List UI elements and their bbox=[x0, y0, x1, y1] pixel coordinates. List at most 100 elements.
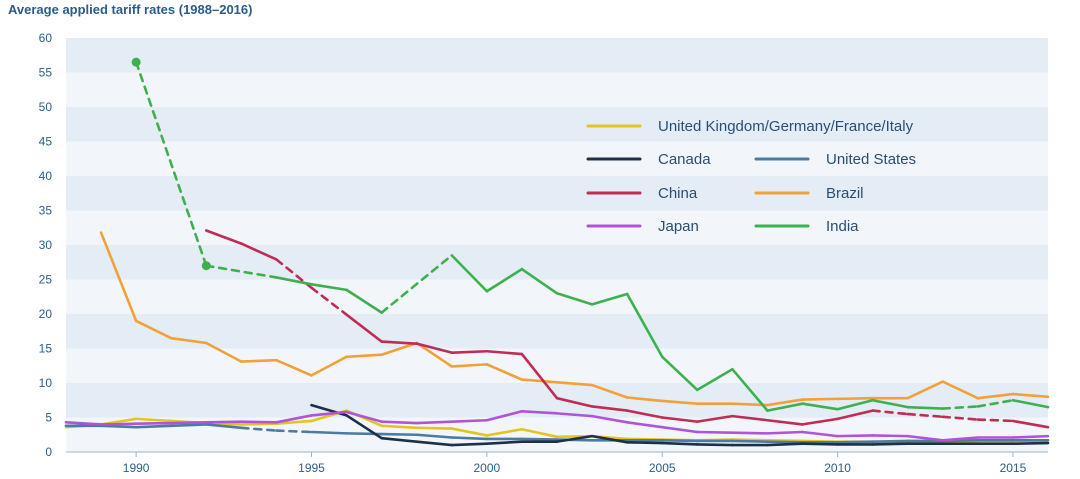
y-tick-label: 25 bbox=[39, 273, 53, 287]
series-brazil-segment bbox=[941, 380, 980, 400]
series-canada-segment bbox=[485, 440, 524, 446]
series-canada-segment bbox=[555, 434, 594, 443]
series-brazil-segment bbox=[310, 355, 348, 377]
grid-band bbox=[66, 107, 1048, 142]
series-united-states-segment bbox=[450, 436, 489, 441]
legend-label-india: India bbox=[826, 218, 859, 235]
series-china-segment bbox=[976, 418, 1015, 423]
series-japan-segment bbox=[871, 434, 910, 438]
series-india-segment bbox=[590, 292, 629, 306]
legend-label-united-states: United States bbox=[826, 151, 916, 168]
series-japan-segment bbox=[134, 421, 173, 426]
series-india-segment bbox=[555, 291, 594, 306]
series-united-states-segment bbox=[871, 439, 910, 443]
series-united-states-segment bbox=[99, 424, 138, 429]
series-brazil-segment bbox=[485, 363, 524, 381]
series-india-segment bbox=[485, 267, 524, 293]
series-china-segment bbox=[1011, 419, 1050, 429]
series-brazil-segment bbox=[906, 380, 945, 400]
series-brazil-segment bbox=[204, 341, 243, 363]
series-japan-segment bbox=[240, 420, 278, 424]
series-japan-segment bbox=[380, 420, 419, 425]
series-india-segment bbox=[871, 398, 910, 409]
series-india-segment bbox=[310, 283, 348, 292]
series-canada-segment bbox=[801, 442, 839, 446]
series-united-kingdom-germany-france-italy-segment bbox=[380, 424, 419, 430]
series-china-segment bbox=[345, 313, 383, 343]
series-china-segment bbox=[590, 405, 629, 412]
y-tick-label: 5 bbox=[45, 411, 52, 425]
series-brazil-segment bbox=[520, 378, 559, 384]
y-tick-label: 60 bbox=[39, 31, 53, 45]
series-china-segment bbox=[310, 286, 348, 316]
series-brazil-segment bbox=[380, 341, 419, 357]
series-china-segment bbox=[695, 414, 734, 423]
series-united-kingdom-germany-france-italy-segment bbox=[485, 427, 524, 437]
series-canada-segment bbox=[590, 434, 629, 444]
x-tick-label: 2000 bbox=[474, 461, 501, 475]
series-india-segment bbox=[836, 398, 874, 411]
series-japan-segment bbox=[1011, 434, 1050, 439]
series-japan-segment bbox=[625, 421, 664, 429]
series-united-kingdom-germany-france-italy-segment bbox=[275, 419, 313, 426]
series-united-kingdom-germany-france-italy-segment bbox=[731, 438, 769, 442]
series-brazil-segment bbox=[345, 353, 383, 359]
series-china-segment bbox=[766, 418, 804, 426]
series-canada-segment bbox=[695, 443, 734, 447]
y-tick-label: 45 bbox=[39, 135, 53, 149]
series-japan-segment bbox=[836, 434, 874, 438]
series-canada-segment bbox=[415, 440, 454, 447]
series-brazil-segment bbox=[450, 363, 489, 368]
series-canada-segment bbox=[1011, 441, 1050, 446]
series-china-segment bbox=[450, 349, 489, 354]
series-united-states-segment bbox=[731, 439, 769, 443]
series-india-segment bbox=[766, 402, 804, 412]
x-tick-label: 1995 bbox=[298, 461, 325, 475]
series-united-kingdom-germany-france-italy-segment bbox=[134, 417, 173, 423]
series-india-segment bbox=[204, 264, 278, 279]
series-united-states-segment bbox=[766, 440, 804, 444]
series-brazil-segment bbox=[801, 397, 839, 401]
series-japan-segment bbox=[275, 414, 313, 424]
series-india-segment bbox=[906, 405, 945, 410]
series-brazil-segment bbox=[134, 319, 173, 340]
legend-label-china: China bbox=[658, 185, 698, 202]
series-india-segment bbox=[625, 292, 664, 359]
series-united-states-segment bbox=[310, 430, 348, 435]
series-india-segment bbox=[520, 267, 559, 295]
y-tick-label: 50 bbox=[39, 100, 53, 114]
series-japan-segment bbox=[590, 414, 629, 424]
series-united-kingdom-germany-france-italy-segment bbox=[450, 427, 489, 437]
series-japan-segment bbox=[801, 430, 839, 438]
series-india-segment bbox=[976, 398, 1015, 408]
series-japan-segment bbox=[660, 425, 699, 434]
grid-band bbox=[66, 38, 1048, 73]
series-china-segment bbox=[415, 342, 454, 354]
series-japan-segment bbox=[169, 421, 208, 425]
series-united-states-segment bbox=[836, 440, 874, 444]
grid-band bbox=[66, 314, 1048, 349]
series-india-segment bbox=[345, 288, 383, 314]
series-united-states-segment bbox=[134, 424, 173, 429]
series-india-segment bbox=[275, 276, 313, 286]
series-canada-segment bbox=[766, 442, 804, 447]
series-brazil-segment bbox=[625, 396, 664, 403]
series-japan-segment bbox=[485, 409, 524, 422]
series-india-segment bbox=[660, 355, 699, 392]
y-tick-label: 30 bbox=[39, 238, 53, 252]
series-brazil-segment bbox=[169, 336, 208, 345]
legend-label-japan: Japan bbox=[658, 218, 699, 235]
series-brazil-segment bbox=[660, 399, 699, 406]
series-canada-segment bbox=[380, 436, 419, 443]
series-canada-segment bbox=[660, 441, 699, 446]
series-united-kingdom-germany-france-italy-segment bbox=[766, 438, 804, 443]
y-tick-label: 0 bbox=[45, 445, 52, 459]
series-india-segment bbox=[380, 254, 454, 314]
series-brazil-segment bbox=[1011, 392, 1050, 399]
series-china-segment bbox=[660, 416, 699, 423]
series-japan-segment bbox=[731, 431, 769, 435]
series-china-segment bbox=[906, 412, 945, 419]
x-tick-label: 2010 bbox=[824, 461, 851, 475]
series-india-segment bbox=[941, 405, 980, 410]
series-united-states-segment bbox=[520, 437, 559, 441]
